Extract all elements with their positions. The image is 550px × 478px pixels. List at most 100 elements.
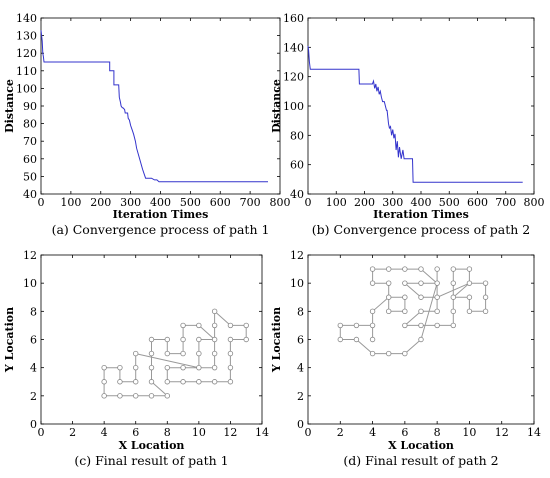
x-tick-label: 2 xyxy=(69,426,76,439)
x-tick-label: 2 xyxy=(337,426,344,439)
x-tick-label: 0 xyxy=(305,196,312,209)
caption: (c) Final result of path 1 xyxy=(74,453,228,468)
y-tick-label: 2 xyxy=(297,390,304,403)
x-tick-label: 100 xyxy=(60,196,81,209)
x-tick-label: 300 xyxy=(120,196,141,209)
y-tick-label: 80 xyxy=(23,118,37,131)
x-tick-label: 200 xyxy=(90,196,111,209)
chart-panel-2: 0 100 200 300 400 500 600 700 800406080100120140… xyxy=(270,12,545,237)
y-tick-label: 100 xyxy=(283,100,304,113)
path-node xyxy=(386,294,392,300)
path-node xyxy=(243,322,249,329)
path-node xyxy=(196,350,202,357)
y-tick-label: 6 xyxy=(297,334,304,347)
y-axis-label: Distance xyxy=(3,79,16,133)
path-node xyxy=(418,322,424,329)
path-node xyxy=(101,364,107,371)
path-node xyxy=(482,294,489,300)
x-axis-label: X Location xyxy=(119,439,185,452)
y-tick-label: 120 xyxy=(283,71,304,84)
path-node xyxy=(418,308,424,315)
path-node xyxy=(117,364,123,371)
path-node xyxy=(386,280,392,286)
path-node xyxy=(133,364,139,371)
path-node xyxy=(133,350,139,357)
path-node xyxy=(148,393,155,399)
x-tick-label: 0 xyxy=(305,426,312,439)
path-node xyxy=(196,379,202,385)
x-tick-label: 400 xyxy=(150,196,171,209)
path-node xyxy=(196,364,202,371)
y-axis-label: Y Location xyxy=(3,307,16,373)
x-tick-label: 10 xyxy=(192,426,206,439)
path-node xyxy=(211,308,218,315)
y-tick-label: 10 xyxy=(290,277,304,290)
x-tick-label: 0 xyxy=(38,196,45,209)
path-node xyxy=(482,308,489,315)
caption: (d) Final result of path 2 xyxy=(343,453,498,468)
path-node xyxy=(180,350,186,357)
path-node xyxy=(418,266,424,272)
x-tick-label: 600 xyxy=(467,196,488,209)
y-axis-label: Y Location xyxy=(270,307,283,373)
path-node xyxy=(450,308,456,315)
path-node xyxy=(466,280,473,286)
path-node xyxy=(386,308,392,315)
path-line xyxy=(103,310,247,397)
x-tick-label: 500 xyxy=(439,196,460,209)
path-node xyxy=(164,379,170,385)
path-node xyxy=(450,294,456,300)
chart-panel-3: 0 2 4 6 8 10 12 14 0 2 4 6 8 10 12 X Location Y Location… xyxy=(3,249,269,468)
y-tick-label: 60 xyxy=(290,159,304,172)
x-tick-label: 800 xyxy=(270,196,291,209)
path-node xyxy=(180,336,186,343)
path-node xyxy=(434,308,440,315)
path-node xyxy=(402,280,408,286)
path-node xyxy=(418,294,424,300)
path-node xyxy=(164,364,170,371)
x-tick-label: 0 xyxy=(38,426,45,439)
x-tick-label: 4 xyxy=(369,426,376,439)
path-node xyxy=(402,350,408,357)
path-node xyxy=(101,393,107,399)
path-node xyxy=(133,393,139,399)
path-node xyxy=(133,379,139,385)
path-node xyxy=(369,350,376,357)
x-axis-label: Iteration Times xyxy=(113,208,209,221)
path-node xyxy=(369,280,376,286)
y-tick-label: 100 xyxy=(16,82,37,95)
y-tick-label: 70 xyxy=(23,135,37,148)
x-tick-label: 6 xyxy=(401,426,408,439)
path-node xyxy=(117,393,123,399)
x-tick-label: 14 xyxy=(527,426,541,439)
path-node xyxy=(482,280,489,286)
y-tick-label: 6 xyxy=(30,334,37,347)
path-node xyxy=(227,379,234,385)
path-node xyxy=(402,322,408,329)
x-tick-label: 700 xyxy=(240,196,261,209)
path-node xyxy=(227,364,234,371)
path-node xyxy=(369,336,376,343)
path-node xyxy=(164,393,170,399)
y-tick-label: 12 xyxy=(23,249,37,262)
path-node xyxy=(450,266,456,272)
path-node xyxy=(353,322,360,329)
path-node xyxy=(466,294,473,300)
path-node xyxy=(466,308,473,315)
path-node xyxy=(211,350,218,357)
y-tick-label: 4 xyxy=(297,362,304,375)
y-tick-label: 40 xyxy=(23,188,37,201)
y-tick-label: 0 xyxy=(30,418,37,431)
x-tick-label: 6 xyxy=(132,426,139,439)
path-node xyxy=(196,336,202,343)
path-node xyxy=(337,336,343,343)
path-node xyxy=(196,322,202,329)
path-node xyxy=(434,322,440,329)
y-tick-label: 10 xyxy=(23,277,37,290)
path-node xyxy=(450,322,456,329)
path-node xyxy=(337,322,343,329)
x-tick-label: 4 xyxy=(101,426,108,439)
path-node xyxy=(243,336,249,343)
y-tick-label: 140 xyxy=(16,12,37,25)
